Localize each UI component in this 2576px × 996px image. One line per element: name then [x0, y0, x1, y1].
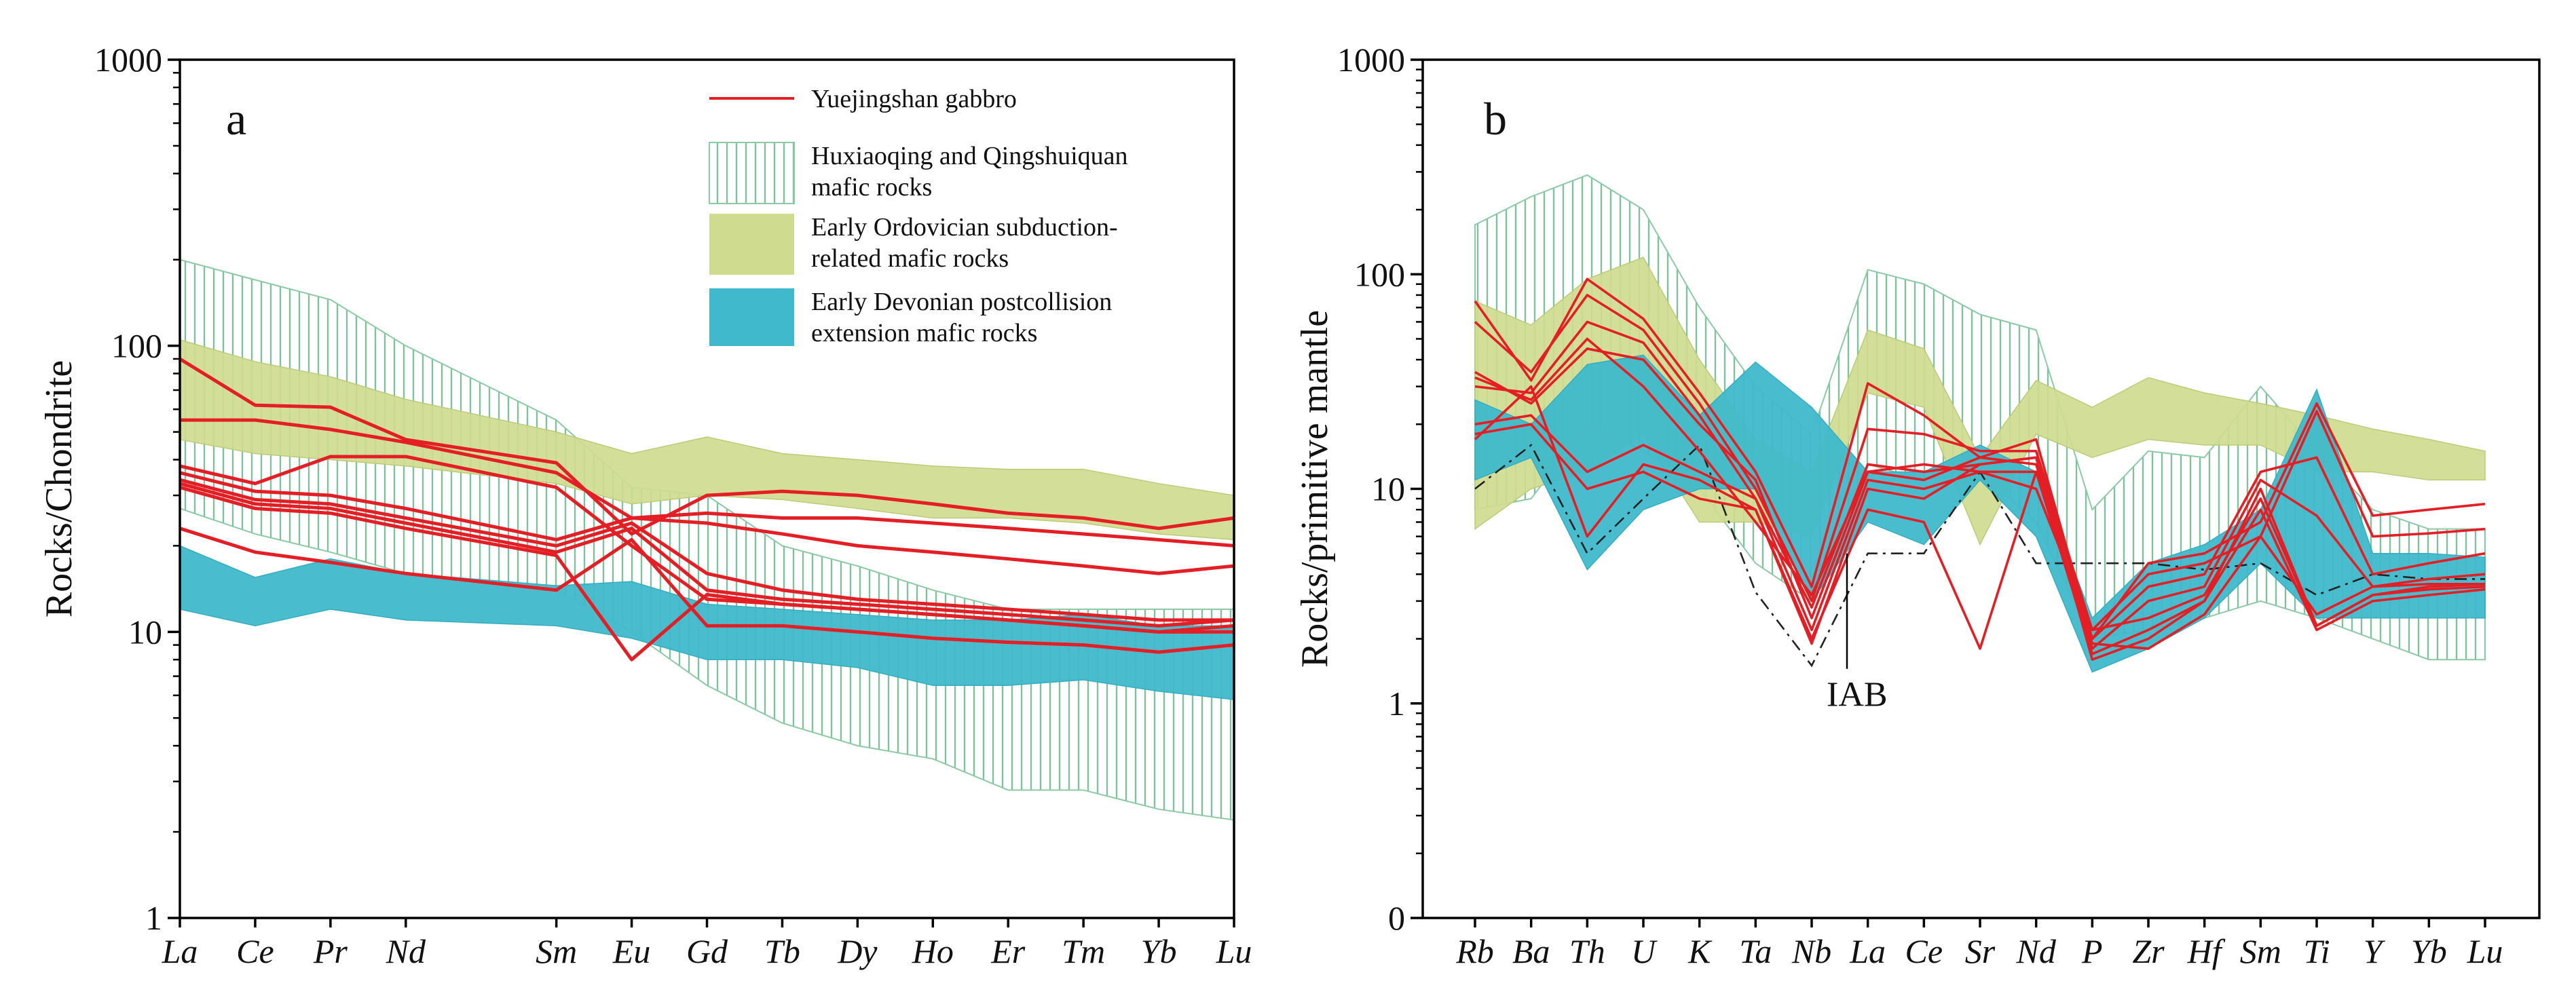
legend-label-4: Early Devonian postcollision extension ma… — [811, 288, 1112, 347]
legend-label-3: Early Ordovician subduction-related mafi… — [811, 213, 1118, 273]
a-category-label-gd: Gd — [686, 932, 728, 970]
panel-b-y-axis-title: Rocks/primitive mantle — [1294, 310, 1336, 668]
b-category-label-zr: Zr — [2132, 932, 2165, 970]
b-gabbro-series-line-4 — [1474, 347, 2486, 650]
a-category-label-ho: Ho — [912, 932, 954, 970]
panel-a-series — [179, 357, 1235, 662]
panel-b-letter: b — [1484, 93, 1507, 145]
b-y-tick-label: 10 — [1371, 470, 1405, 508]
b-category-label-lu: Lu — [2467, 932, 2503, 970]
panel-b-ticks: 0 1 10 100 1000 — [1337, 41, 2486, 937]
panel-a-legend: Yuejingshan gabbro Huxiaoqing and Qingshu… — [709, 85, 1128, 347]
a-y-tick-label: 10 — [128, 613, 162, 651]
legend-cyan-swatch — [709, 288, 794, 346]
a-gabbro-series-line-8 — [179, 455, 1234, 634]
b-category-label-nb: Nb — [1791, 932, 1831, 970]
b-gabbro-series-line-6 — [1474, 423, 2486, 661]
a-category-label-dy: Dy — [837, 932, 878, 970]
a-gabbro-series-line-5 — [179, 482, 1235, 628]
b-category-label-rb: Rb — [1455, 932, 1494, 970]
a-hatch-band — [179, 258, 1235, 821]
legend-hatch-swatch — [709, 142, 795, 204]
b-category-label-th: Th — [1569, 932, 1605, 970]
a-y-tick-label: 1 — [145, 899, 162, 937]
legend-olive-swatch — [709, 214, 794, 275]
a-y-tick-label: 100 — [111, 327, 162, 365]
b-category-label-u: U — [1631, 932, 1658, 970]
a-gabbro-series-line-1 — [179, 357, 1235, 536]
legend-label-2: Huxiaoqing and Qingshuiquan mafic rocks — [811, 142, 1128, 202]
b-category-label-sm: Sm — [2240, 932, 2281, 970]
iab-annotation-label: IAB — [1827, 676, 1888, 714]
panel-b: 0 1 10 100 1000 Rb Ba Th U K Ta Nb La Ce Sr Nd P Zr Hf Sm T… — [1294, 41, 2541, 970]
b-category-label-k: K — [1687, 932, 1713, 970]
b-category-label-sr: Sr — [1965, 932, 1996, 970]
panel-a-bands — [179, 258, 1235, 821]
a-y-tick-label: 1000 — [94, 41, 162, 79]
panel-b-bands — [1474, 174, 2486, 673]
b-category-label-ce: Ce — [1905, 932, 1943, 970]
a-category-label-lu: Lu — [1216, 932, 1252, 970]
b-category-label-ta: Ta — [1739, 932, 1772, 970]
a-category-label-pr: Pr — [313, 932, 348, 970]
panel-a-category-labels: La Ce Pr Nd Sm Eu Gd Tb Dy Ho Er Tm Yb Lu — [162, 932, 1252, 970]
panel-b-category-labels: Rb Ba Th U K Ta Nb La Ce Sr Nd P Zr Hf Sm Ti Y Yb Lu — [1455, 932, 2503, 970]
panel-a-ticks: 1 10 100 1000 — [94, 41, 1235, 937]
panel-a-letter: a — [226, 93, 246, 145]
a-gabbro-series-line-7 — [179, 526, 1235, 654]
a-gabbro-series-line-2 — [180, 418, 1235, 548]
b-y-tick-label: 1 — [1388, 685, 1405, 723]
b-gabbro-series-line-7 — [1474, 385, 2485, 650]
b-category-label-p: P — [2081, 932, 2103, 970]
panel-a-y-axis-title: Rocks/Chondrite — [38, 360, 80, 618]
a-category-label-la: La — [162, 932, 198, 970]
panel-b-series — [1474, 277, 2486, 661]
legend-label-1: Yuejingshan gabbro — [811, 85, 1017, 113]
b-gabbro-series-line-2 — [1474, 294, 2486, 632]
a-category-label-ce: Ce — [236, 932, 274, 970]
b-y-tick-label: 1000 — [1337, 41, 1405, 79]
b-y-tick-label: 0 — [1388, 899, 1405, 937]
b-category-label-yb: Yb — [2411, 932, 2447, 970]
a-gabbro-series-line-4 — [179, 478, 1234, 622]
b-category-label-y: Y — [2364, 932, 2386, 970]
a-gabbro-series-line-3 — [179, 471, 1235, 575]
b-category-label-hf: Hf — [2187, 932, 2226, 970]
a-category-label-yb: Yb — [1141, 932, 1177, 970]
a-category-label-tb: Tb — [764, 932, 800, 970]
a-category-label-eu: Eu — [612, 932, 651, 970]
b-gabbro-series-line-8 — [1474, 337, 2486, 632]
a-category-label-nd: Nd — [386, 932, 426, 970]
a-category-label-er: Er — [990, 932, 1026, 970]
b-category-label-ba: Ba — [1512, 932, 1550, 970]
b-category-label-nd: Nd — [2015, 932, 2056, 970]
b-category-label-ti: Ti — [2304, 932, 2330, 970]
a-category-label-sm: Sm — [536, 932, 577, 970]
b-y-tick-label: 100 — [1354, 255, 1405, 293]
b-category-label-la: La — [1849, 932, 1886, 970]
a-category-label-tm: Tm — [1062, 932, 1105, 970]
